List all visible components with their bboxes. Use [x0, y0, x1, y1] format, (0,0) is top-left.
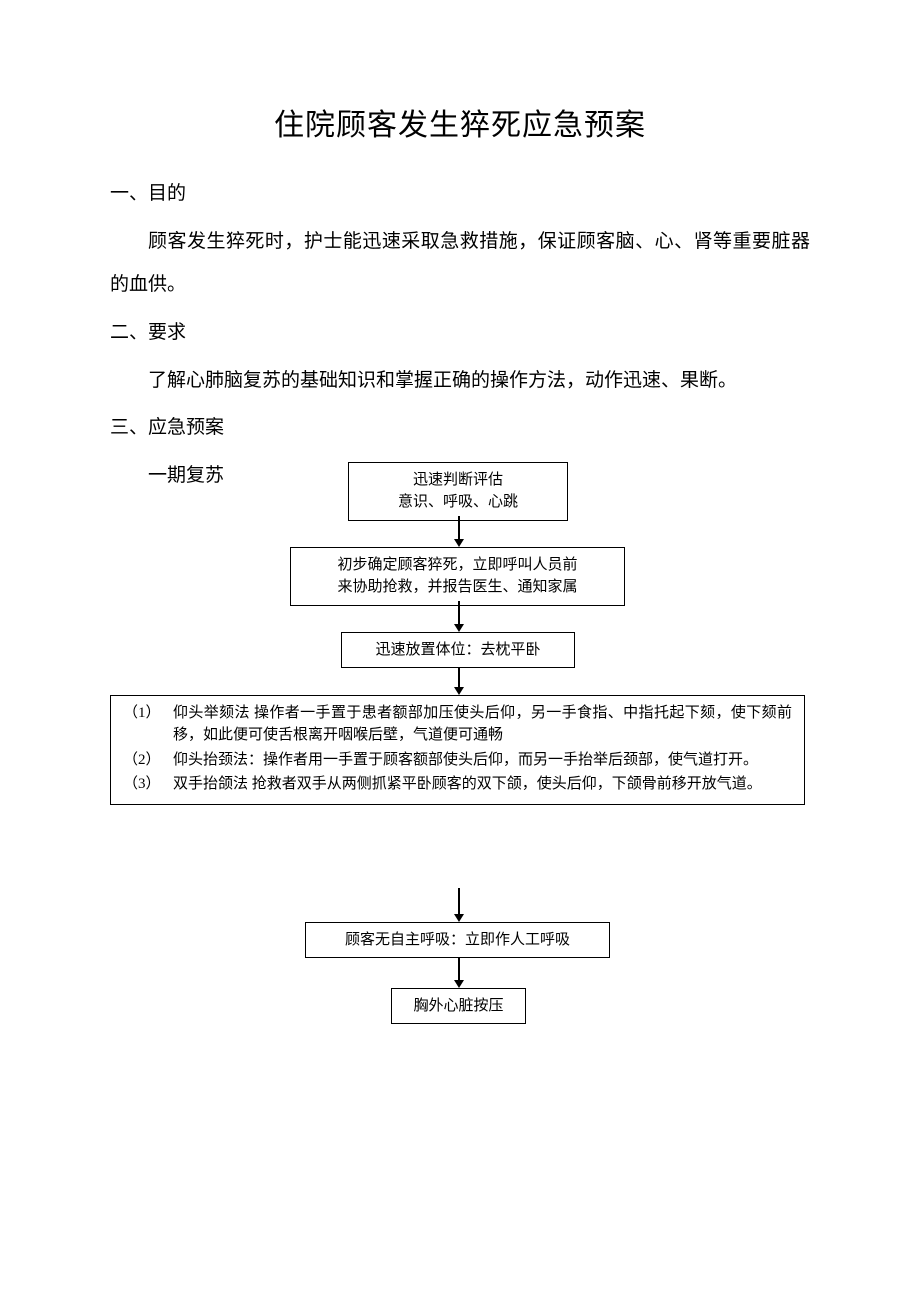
- purpose-heading: 一、目的: [110, 172, 810, 216]
- flow-node-line: 意识、呼吸、心跳: [361, 491, 555, 514]
- flow-node-n2: 初步确定顾客猝死，立即呼叫人员前来协助抢救，并报告医生、通知家属: [290, 547, 625, 606]
- method-text: 仰头抬颈法：操作者用一手置于顾客额部使头后仰，而另一手抬举后颈部，使气道打开。: [173, 749, 792, 772]
- document-title: 住院顾客发生猝死应急预案: [110, 100, 810, 144]
- flow-node-n5: 顾客无自主呼吸：立即作人工呼吸: [305, 922, 610, 959]
- flow-arrow-line: [458, 601, 460, 624]
- method-item: （3）双手抬颌法 抢救者双手从两侧抓紧平卧顾客的双下颌，使头后仰，下颌骨前移开放…: [123, 773, 792, 796]
- method-text: 仰头举颏法 操作者一手置于患者额部加压使头后仰，另一手食指、中指托起下颏，使下颏…: [173, 702, 792, 747]
- plan-heading: 三、应急预案: [110, 406, 810, 450]
- flow-node-n1: 迅速判断评估意识、呼吸、心跳: [348, 462, 568, 521]
- requirement-text: 了解心肺脑复苏的基础知识和掌握正确的操作方法，动作迅速、果断。: [110, 359, 810, 403]
- purpose-text: 顾客发生猝死时，护士能迅速采取急救措施，保证顾客脑、心、肾等重要脏器的血供。: [110, 220, 810, 307]
- flow-arrow-head: [454, 980, 464, 988]
- flowchart-container: 迅速判断评估意识、呼吸、心跳初步确定顾客猝死，立即呼叫人员前来协助抢救，并报告医…: [110, 462, 810, 1102]
- flow-node-n3: 迅速放置体位：去枕平卧: [341, 632, 575, 669]
- method-number: （1）: [123, 702, 173, 747]
- method-text: 双手抬颌法 抢救者双手从两侧抓紧平卧顾客的双下颌，使头后仰，下颌骨前移开放气道。: [173, 773, 792, 796]
- flow-node-line: 初步确定顾客猝死，立即呼叫人员前: [303, 554, 612, 577]
- method-item: （1）仰头举颏法 操作者一手置于患者额部加压使头后仰，另一手食指、中指托起下颏，…: [123, 702, 792, 747]
- flow-node-line: 迅速放置体位：去枕平卧: [354, 639, 562, 662]
- flow-arrow-head: [454, 687, 464, 695]
- flow-arrow-line: [458, 516, 460, 539]
- flow-arrow-line: [458, 667, 460, 687]
- method-number: （2）: [123, 749, 173, 772]
- flow-node-line: 来协助抢救，并报告医生、通知家属: [303, 576, 612, 599]
- flow-arrow-head: [454, 914, 464, 922]
- method-number: （3）: [123, 773, 173, 796]
- requirement-heading: 二、要求: [110, 311, 810, 355]
- flow-arrow-line: [458, 957, 460, 980]
- flow-node-line: 顾客无自主呼吸：立即作人工呼吸: [318, 929, 597, 952]
- flow-node-n4: （1）仰头举颏法 操作者一手置于患者额部加压使头后仰，另一手食指、中指托起下颏，…: [110, 695, 805, 805]
- flow-arrow-head: [454, 624, 464, 632]
- flow-node-n6: 胸外心脏按压: [391, 988, 526, 1025]
- flow-arrow-head: [454, 539, 464, 547]
- flow-arrow-line: [458, 888, 460, 914]
- flow-node-line: 迅速判断评估: [361, 469, 555, 492]
- method-item: （2）仰头抬颈法：操作者用一手置于顾客额部使头后仰，而另一手抬举后颈部，使气道打…: [123, 749, 792, 772]
- flow-node-line: 胸外心脏按压: [404, 995, 513, 1018]
